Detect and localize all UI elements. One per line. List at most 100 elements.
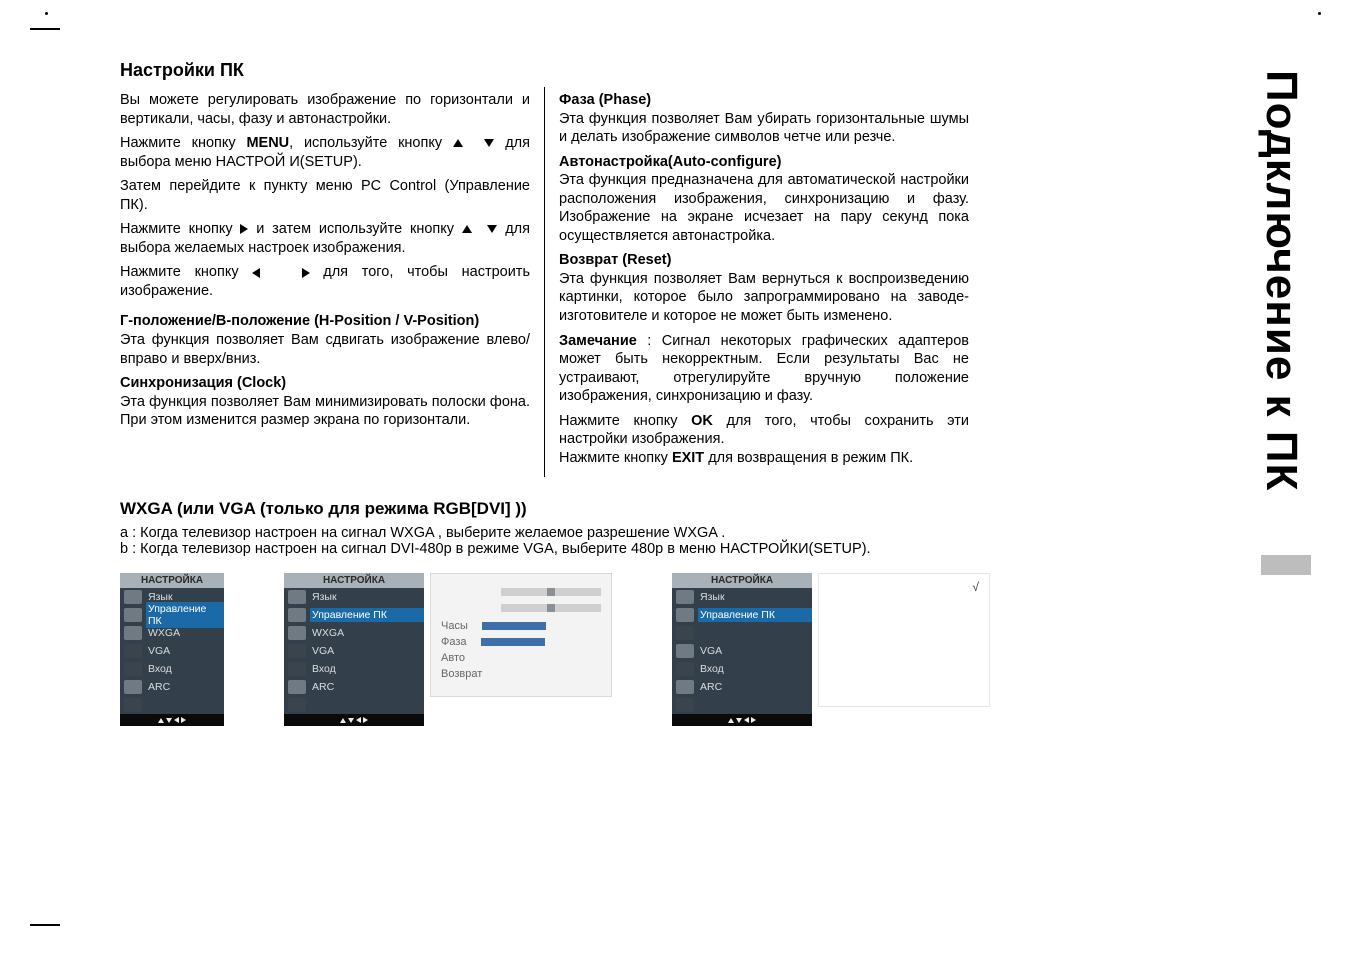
osd-item-input[interactable]: Вход — [672, 660, 812, 678]
note-b: b : Когда телевизор настроен на сигнал D… — [120, 541, 990, 557]
vpos-slider[interactable] — [501, 604, 601, 612]
osd-menu-header: НАСТРОЙКА — [120, 573, 224, 588]
speaker-icon — [676, 644, 694, 658]
para-menu: Нажмите кнопку MENU, используйте кнопку … — [120, 134, 530, 171]
card-icon — [288, 698, 306, 712]
arrow-down-icon — [487, 225, 497, 233]
label-menu-key: MENU — [246, 135, 289, 151]
osd-menu-footer — [672, 714, 812, 726]
page: Подключение к ПК Настройки ПК Вы можете … — [0, 0, 1351, 954]
section-title: Настройки ПК — [120, 60, 990, 81]
osd-menu-2-group: НАСТРОЙКА Язык Управление ПК WXGA VGA Вх… — [284, 573, 612, 726]
osd-item-arc[interactable]: ARC — [120, 678, 224, 696]
arrow-up-icon — [453, 139, 463, 147]
panel-row-auto[interactable]: Авто — [441, 652, 601, 664]
osd-menu-2: НАСТРОЙКА Язык Управление ПК WXGA VGA Вх… — [284, 573, 424, 726]
para-ok: Нажмите кнопку OK для того, чтобы сохран… — [559, 412, 969, 449]
osd-item-input[interactable]: Вход — [284, 660, 424, 678]
panel-row-phase[interactable]: Фаза — [441, 636, 601, 648]
para-intro: Вы можете регулировать изображение по го… — [120, 91, 530, 128]
input-icon — [124, 662, 142, 676]
crop-mark-tr-dot — [1318, 12, 1321, 15]
subheading-wxga: WXGA (или VGA (только для режима RGB[DVI… — [120, 499, 990, 519]
card-icon — [124, 698, 142, 712]
arrow-left-icon — [252, 268, 260, 278]
label-exit-key: EXIT — [672, 450, 704, 466]
heading-clock: Синхронизация (Clock) — [120, 375, 286, 391]
panel-row-clock[interactable]: Часы — [441, 620, 601, 632]
para-select: Нажмите кнопку и затем используйте кнопк… — [120, 220, 530, 257]
speaker-icon — [124, 626, 142, 640]
osd-item-blank — [120, 696, 224, 714]
osd-menu-3: НАСТРОЙКА Язык Управление ПК VGA Вход AR… — [672, 573, 812, 726]
osd-item-pc-control[interactable]: Управление ПК — [284, 606, 424, 624]
monitor-icon — [124, 608, 142, 622]
two-column-body: Вы можете регулировать изображение по го… — [120, 87, 990, 477]
osd-item-arc[interactable]: ARC — [284, 678, 424, 696]
para-auto: Эта функция предназначена для автоматиче… — [559, 171, 969, 245]
screens-icon — [124, 680, 142, 694]
osd-item-lang[interactable]: Язык — [284, 588, 424, 606]
osd-menu-header: НАСТРОЙКА — [672, 573, 812, 588]
label-note: Замечание — [559, 333, 637, 349]
osd-menu-1: НАСТРОЙКА Язык Управление ПК WXGA VGA Вх… — [120, 573, 224, 726]
osd-menu-row: НАСТРОЙКА Язык Управление ПК WXGA VGA Вх… — [120, 573, 990, 726]
clapper-icon — [288, 590, 306, 604]
heading-auto: Автонастройка(Auto-configure) — [559, 154, 781, 170]
osd-menu-footer — [120, 714, 224, 726]
osd-item-blank — [672, 696, 812, 714]
osd-item-spacer — [672, 624, 812, 642]
content-region: Настройки ПК Вы можете регулировать изоб… — [120, 60, 990, 726]
para-exit: Нажмите кнопку EXIT для возвращения в ре… — [559, 449, 969, 468]
screens-icon — [676, 680, 694, 694]
thumb-index-mark — [1261, 555, 1311, 575]
para-reset: Эта функция позволяет Вам вернуться к во… — [559, 270, 969, 326]
osd-menu-3-group: НАСТРОЙКА Язык Управление ПК VGA Вход AR… — [672, 573, 990, 726]
heading-phase: Фаза (Phase) — [559, 92, 651, 108]
panel-row-reset[interactable]: Возврат — [441, 668, 601, 680]
clapper-icon — [124, 590, 142, 604]
hpos-slider[interactable] — [501, 588, 601, 596]
note-a: a : Когда телевизор настроен на сигнал W… — [120, 525, 990, 541]
osd-item-pc-control[interactable]: Управление ПК — [672, 606, 812, 624]
para-adjust: Нажмите кнопку для того, чтобы настроить… — [120, 263, 530, 300]
check-icon: √ — [972, 580, 979, 594]
osd-item-wxga[interactable]: WXGA — [120, 624, 224, 642]
clock-icon — [124, 644, 142, 658]
heading-hvposition: Г-положение/В-положение (H-Position / V-… — [120, 313, 479, 329]
para-note: Замечание : Сигнал некоторых графических… — [559, 332, 969, 406]
osd-item-vga[interactable]: VGA — [284, 642, 424, 660]
osd-item-vga[interactable]: VGA — [672, 642, 812, 660]
osd-menu-header: НАСТРОЙКА — [284, 573, 424, 588]
clock-icon — [288, 644, 306, 658]
heading-reset: Возврат (Reset) — [559, 252, 671, 268]
osd-item-blank — [284, 696, 424, 714]
input-icon — [676, 662, 694, 676]
osd-item-input[interactable]: Вход — [120, 660, 224, 678]
osd-item-vga[interactable]: VGA — [120, 642, 224, 660]
column-right: Фаза (Phase) Эта функция позволяет Вам у… — [545, 87, 969, 477]
osd-item-pc-control[interactable]: Управление ПК — [120, 606, 224, 624]
label-ok-key: OK — [691, 413, 713, 429]
notes-block: a : Когда телевизор настроен на сигнал W… — [120, 525, 990, 557]
arrow-down-icon — [484, 139, 494, 147]
para-phase: Эта функция позволяет Вам убирать горизо… — [559, 110, 969, 147]
screens-icon — [288, 680, 306, 694]
column-left: Вы можете регулировать изображение по го… — [120, 87, 545, 477]
para-clock: Эта функция позволяет Вам минимизировать… — [120, 393, 530, 430]
para-pc-control: Затем перейдите к пункту меню PC Control… — [120, 177, 530, 214]
speaker-icon — [288, 626, 306, 640]
monitor-icon — [676, 608, 694, 622]
osd-submenu-panel: Часы Фаза Авто Возврат — [430, 573, 612, 697]
blank-icon — [676, 626, 694, 640]
osd-item-arc[interactable]: ARC — [672, 678, 812, 696]
para-hvpos: Эта функция позволяет Вам сдвигать изобр… — [120, 331, 530, 368]
input-icon — [288, 662, 306, 676]
osd-item-wxga[interactable]: WXGA — [284, 624, 424, 642]
sidebar-vertical-title: Подключение к ПК — [1256, 70, 1306, 491]
crop-mark-tl — [30, 28, 60, 30]
osd-item-lang[interactable]: Язык — [672, 588, 812, 606]
osd-menu-footer — [284, 714, 424, 726]
monitor-icon — [288, 608, 306, 622]
phase-bar — [481, 638, 545, 646]
